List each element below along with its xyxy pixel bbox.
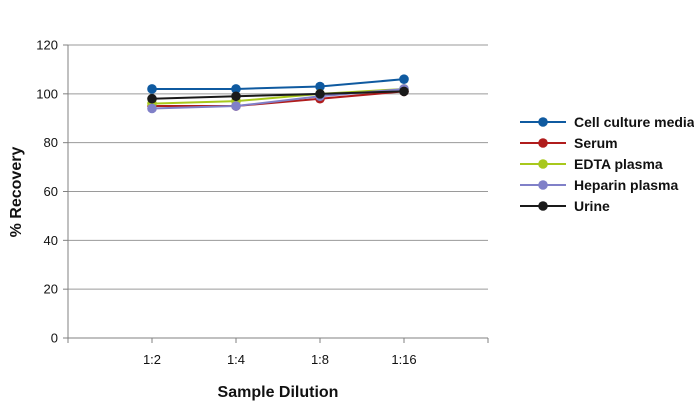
series-line xyxy=(151,90,405,100)
y-tick-label: 80 xyxy=(44,135,58,150)
legend-label: Cell culture media xyxy=(574,114,694,130)
data-point xyxy=(399,86,409,97)
series-group xyxy=(147,74,409,114)
legend-label: Serum xyxy=(574,135,618,151)
x-tick-label: 1:8 xyxy=(311,352,329,367)
x-tick-label: 1:16 xyxy=(391,352,416,367)
gridlines xyxy=(68,44,488,290)
y-tick-label: 100 xyxy=(36,86,58,101)
legend-label: Urine xyxy=(574,198,610,214)
data-point xyxy=(231,91,241,102)
legend-marker xyxy=(538,180,548,190)
x-axis-label: Sample Dilution xyxy=(218,384,339,401)
legend-marker xyxy=(538,138,548,148)
data-point xyxy=(315,81,325,92)
legend-marker xyxy=(538,159,548,169)
legend: Cell culture media Serum EDTA plasma Hepari… xyxy=(520,114,694,214)
legend-marker xyxy=(538,117,548,127)
legend-marker xyxy=(538,201,548,211)
data-point xyxy=(147,103,157,114)
data-point xyxy=(315,89,325,99)
y-tick-labels: 0 20 40 60 80 100 120 xyxy=(36,38,58,346)
y-tick-label: 20 xyxy=(44,282,58,297)
data-point xyxy=(147,93,157,104)
data-point xyxy=(231,101,241,111)
data-point xyxy=(231,84,241,94)
x-tick-label: 1:2 xyxy=(143,352,161,367)
y-tick-label: 120 xyxy=(36,38,58,53)
x-tick-label: 1:4 xyxy=(227,352,245,367)
y-axis-label: % Recovery xyxy=(8,147,25,238)
series-line xyxy=(152,78,405,90)
series-line xyxy=(152,90,405,108)
y-tick-label: 0 xyxy=(51,331,58,346)
legend-label: Heparin plasma xyxy=(574,177,678,193)
x-tick-labels: 1:2 1:4 1:8 1:16 xyxy=(143,352,417,367)
y-tick-label: 40 xyxy=(44,233,58,248)
data-point xyxy=(147,84,157,94)
axes xyxy=(63,44,489,343)
legend-label: EDTA plasma xyxy=(574,156,663,172)
y-tick-label: 60 xyxy=(44,184,58,199)
series-line xyxy=(151,87,405,105)
data-point xyxy=(399,74,409,84)
